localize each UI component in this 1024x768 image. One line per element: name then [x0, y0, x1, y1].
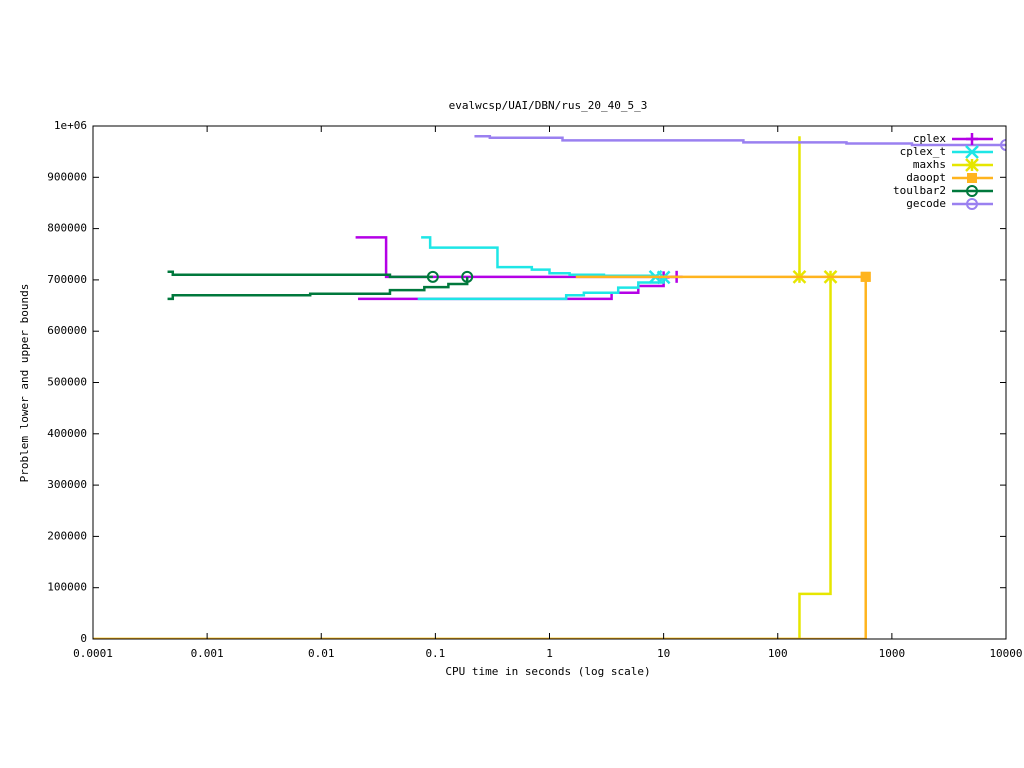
y-axis-label: Problem lower and upper bounds [18, 284, 31, 483]
x-tick-label: 0.1 [425, 647, 445, 660]
series-line [167, 270, 469, 301]
y-tick-label: 800000 [47, 222, 87, 235]
legend-marker [967, 173, 977, 183]
axes-frame [92, 125, 1007, 640]
series-line [93, 275, 867, 639]
plot-area [93, 135, 1006, 639]
y-tick-label: 300000 [47, 478, 87, 491]
legend-label: maxhs [913, 158, 946, 171]
data-point [426, 270, 439, 283]
marker-square [860, 271, 871, 282]
series-line [474, 135, 1006, 147]
marker-circle [966, 185, 978, 197]
legend-label: toulbar2 [893, 184, 946, 197]
x-tick-label: 1000 [879, 647, 906, 660]
series-line [93, 136, 832, 639]
legend-label: daoopt [906, 171, 946, 184]
legend-marker [966, 198, 978, 210]
y-tick-label: 200000 [47, 529, 87, 542]
legend-marker [965, 145, 979, 159]
x-tick-label: 100 [768, 647, 788, 660]
x-tick-label: 0.01 [308, 647, 335, 660]
data-point [1000, 138, 1006, 151]
y-tick-label: 900000 [47, 170, 87, 183]
x-tick-label: 0.0001 [73, 647, 113, 660]
y-tick-label: 100000 [47, 581, 87, 594]
series-line [417, 236, 665, 301]
legend-label: cplex [913, 132, 946, 145]
data-point [860, 271, 871, 282]
x-tick-label: 10 [657, 647, 670, 660]
y-tick-label: 1e+06 [54, 119, 87, 132]
x-tick-label: 10000 [989, 647, 1022, 660]
marker-circle [426, 270, 439, 283]
x-tick-label: 0.001 [191, 647, 224, 660]
marker-circle [966, 198, 978, 210]
legend-marker [966, 185, 978, 197]
y-tick-label: 0 [80, 632, 87, 645]
marker-circle [461, 270, 474, 283]
series-line [355, 236, 677, 301]
legend-label: cplex_t [900, 145, 946, 158]
y-tick-label: 500000 [47, 376, 87, 389]
marker-stroke [965, 158, 979, 172]
y-tick-label: 600000 [47, 324, 87, 337]
marker-square [967, 173, 977, 183]
legend-marker [965, 158, 979, 172]
marker-stroke [965, 145, 979, 159]
x-tick-label: 1 [546, 647, 553, 660]
x-axis-label: CPU time in seconds (log scale) [445, 665, 650, 678]
legend-label: gecode [906, 197, 946, 210]
marker-circle [1000, 138, 1006, 151]
y-tick-label: 700000 [47, 273, 87, 286]
y-tick-label: 400000 [47, 427, 87, 440]
chart-title: evalwcsp/UAI/DBN/rus_20_40_5_3 [449, 99, 648, 112]
legend-marker [966, 133, 978, 145]
data-point [461, 270, 474, 283]
